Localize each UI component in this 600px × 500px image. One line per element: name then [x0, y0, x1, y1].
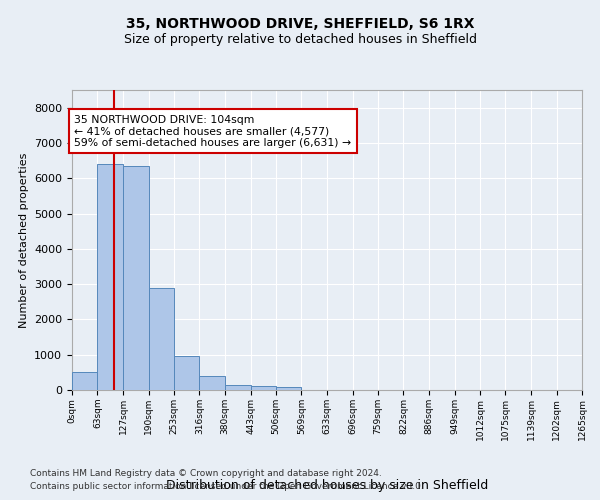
Bar — [199, 376, 225, 390]
Text: Contains public sector information licensed under the Open Government Licence v3: Contains public sector information licen… — [30, 482, 424, 491]
Bar — [276, 387, 301, 390]
Bar — [225, 384, 251, 390]
Bar — [72, 372, 97, 390]
X-axis label: Distribution of detached houses by size in Sheffield: Distribution of detached houses by size … — [166, 478, 488, 492]
Text: 35 NORTHWOOD DRIVE: 104sqm
← 41% of detached houses are smaller (4,577)
59% of s: 35 NORTHWOOD DRIVE: 104sqm ← 41% of deta… — [74, 114, 351, 148]
Text: Size of property relative to detached houses in Sheffield: Size of property relative to detached ho… — [124, 32, 476, 46]
Text: 35, NORTHWOOD DRIVE, SHEFFIELD, S6 1RX: 35, NORTHWOOD DRIVE, SHEFFIELD, S6 1RX — [126, 18, 474, 32]
Bar — [123, 166, 149, 390]
Text: Contains HM Land Registry data © Crown copyright and database right 2024.: Contains HM Land Registry data © Crown c… — [30, 468, 382, 477]
Bar — [251, 386, 276, 390]
Bar — [149, 288, 174, 390]
Y-axis label: Number of detached properties: Number of detached properties — [19, 152, 29, 328]
Bar — [97, 164, 123, 390]
Bar — [174, 356, 199, 390]
